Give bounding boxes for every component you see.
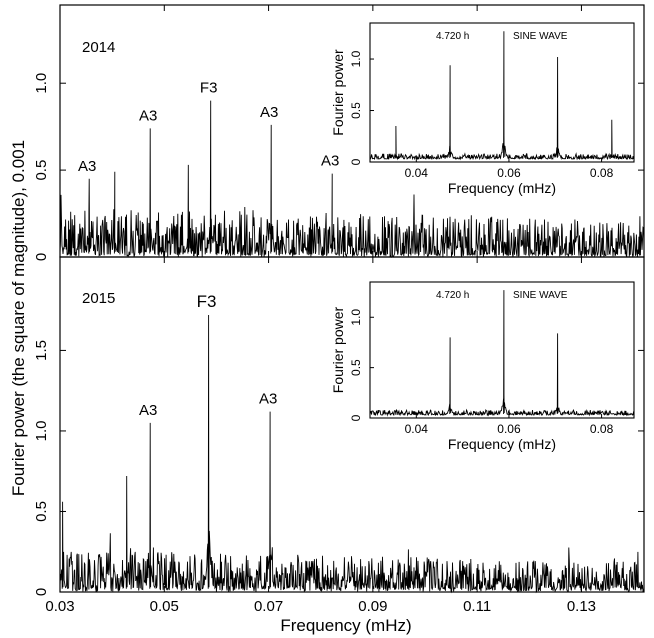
inset-x-tick-label: 0.08 xyxy=(590,166,614,180)
inset-y-tick-label: 0 xyxy=(349,414,363,421)
peak-label-a3: A3 xyxy=(139,107,157,124)
inset-y-tick-label: 1.0 xyxy=(349,50,363,67)
panel-2015: 0 0.5 1.0 1.5 0.03 0.05 0.07 0.09 0.11 0.13 A3 F3 A3… xyxy=(33,256,645,615)
inset-y-tick-label: 1.0 xyxy=(349,309,363,326)
inset-sine-wave-text: SINE WAVE xyxy=(513,31,568,42)
peak-label-a3: A3 xyxy=(321,153,339,170)
periodogram-trace xyxy=(59,314,645,594)
y-tick-label: 0 xyxy=(33,588,50,596)
x-tick-label: 0.13 xyxy=(567,598,596,615)
inset-x-tick-label: 0.04 xyxy=(405,166,429,180)
inset-sine-wave-text: SINE WAVE xyxy=(513,290,568,301)
peak-label-a3: A3 xyxy=(78,158,96,175)
inset-y-axis-label: Fourier power xyxy=(330,306,346,393)
inset-x-axis-label: Frequency (mHz) xyxy=(448,436,556,452)
panel-frame xyxy=(59,256,645,593)
x-tick-label: 0.11 xyxy=(463,598,491,615)
panel-year-label: 2014 xyxy=(82,39,115,56)
x-tick-label: 0.05 xyxy=(150,598,179,615)
inset-x-tick-label: 0.06 xyxy=(497,422,521,436)
figure-x-axis-label: Frequency (mHz) xyxy=(280,616,411,635)
peak-label-a3: A3 xyxy=(260,104,278,121)
peak-label-a3: A3 xyxy=(259,391,277,408)
inset-period-text: 4.720 h xyxy=(436,31,469,42)
inset-x-tick-label: 0.06 xyxy=(497,166,521,180)
panel-year-label: 2015 xyxy=(82,290,115,307)
y-tick-label: 1.0 xyxy=(33,421,50,442)
inset-period-text: 4.720 h xyxy=(436,290,469,301)
inset-trace xyxy=(369,290,635,417)
x-tick-label: 0.09 xyxy=(358,598,387,615)
inset-trace xyxy=(369,31,635,161)
x-tick-label: 0.03 xyxy=(45,598,74,615)
inset-y-tick-label: 0.5 xyxy=(349,102,363,119)
inset-frame xyxy=(369,22,635,163)
inset-y-tick-label: 0 xyxy=(349,158,363,165)
y-tick-label: 0 xyxy=(33,253,50,261)
peak-label-a3: A3 xyxy=(139,402,157,419)
inset-2014: 0 0.5 1.0 0.04 0.06 0.08 4.720 h SINE WAVE Frequ… xyxy=(330,22,635,196)
x-tick-label: 0.07 xyxy=(254,598,283,615)
inset-y-axis-label: Fourier power xyxy=(330,49,346,136)
inset-x-axis-label: Frequency (mHz) xyxy=(448,180,556,196)
inset-2015: 0 0.5 1.0 0.04 0.06 0.08 4.720 h SINE WAVE Frequ… xyxy=(330,281,635,452)
figure-y-axis-label: Fourier power (the square of magnitude),… xyxy=(9,140,28,496)
peak-label-f3: F3 xyxy=(197,292,217,311)
y-tick-label: 0.5 xyxy=(33,160,50,181)
inset-frame xyxy=(369,281,635,419)
y-tick-label: 1.0 xyxy=(33,73,50,94)
periodogram-trace xyxy=(59,100,645,259)
peak-label-f3: F3 xyxy=(200,80,218,97)
inset-x-tick-label: 0.08 xyxy=(590,422,614,436)
y-tick-label: 1.5 xyxy=(33,340,50,361)
inset-x-tick-label: 0.04 xyxy=(405,422,429,436)
inset-panels: 0 0.5 1.0 0.04 0.06 0.08 4.720 h SINE WAVE Frequ… xyxy=(330,22,635,452)
y-tick-label: 0.5 xyxy=(33,501,50,522)
inset-y-tick-label: 0.5 xyxy=(349,359,363,376)
